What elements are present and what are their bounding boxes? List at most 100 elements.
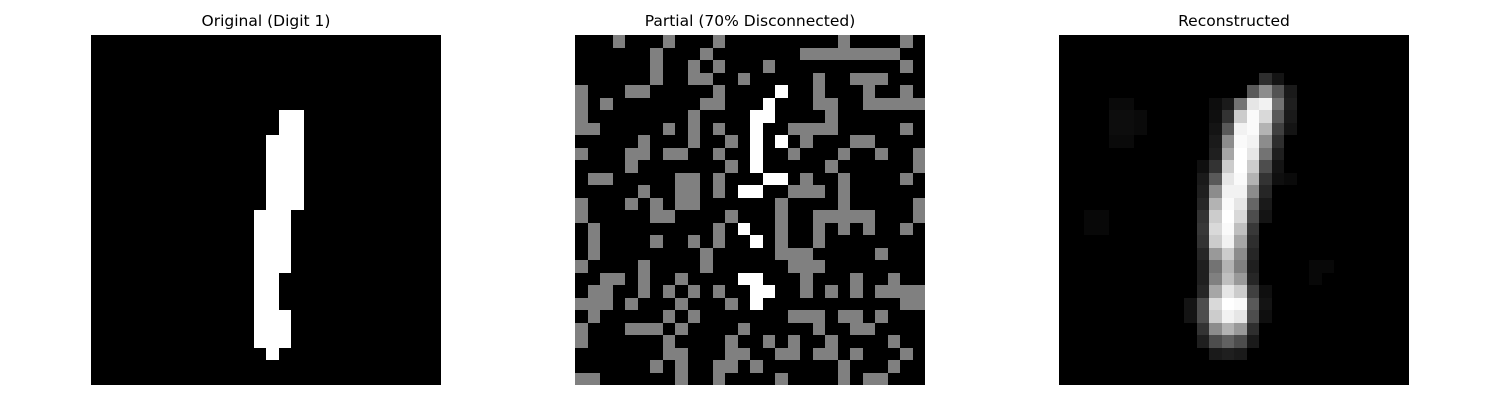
pixel-cell: [1284, 360, 1297, 373]
pixel-cell: [91, 323, 104, 336]
pixel-cell: [600, 185, 613, 198]
pixel-cell: [1147, 160, 1160, 173]
pixel-cell: [166, 160, 179, 173]
pixel-cell: [737, 322, 750, 335]
pixel-cell: [788, 160, 801, 173]
pixel-cell: [838, 248, 851, 261]
pixel-cell: [1072, 335, 1085, 348]
pixel-cell: [1147, 173, 1160, 186]
pixel-cell: [141, 48, 154, 61]
pixel-cell: [141, 198, 154, 211]
pixel-cell: [738, 48, 751, 61]
pixel-cell: [825, 110, 838, 123]
pixel-cell: [191, 223, 204, 236]
pixel-cell: [116, 98, 129, 111]
pixel-cell: [787, 310, 800, 323]
pixel-cell: [663, 60, 676, 73]
pixel-cell: [241, 335, 254, 348]
pixel-cell: [1234, 373, 1247, 386]
pixel-cell: [750, 110, 763, 123]
pixel-cell: [266, 110, 279, 123]
pixel-cell: [266, 260, 279, 273]
pixel-cell: [1259, 248, 1272, 261]
pixel-cell: [1197, 110, 1210, 123]
pixel-cell: [1359, 73, 1372, 86]
pixel-cell: [1372, 73, 1385, 86]
pixel-cell: [1172, 310, 1185, 323]
pixel-cell: [687, 60, 700, 73]
pixel-cell: [1246, 285, 1259, 298]
pixel-cell: [291, 210, 304, 223]
pixel-cell: [1184, 235, 1197, 248]
pixel-cell: [229, 323, 242, 336]
pixel-cell: [788, 298, 801, 311]
pixel-cell: [1297, 123, 1310, 136]
pixel-cell: [416, 35, 429, 48]
pixel-cell: [825, 223, 838, 236]
pixel-cell: [1097, 98, 1110, 111]
pixel-cell: [279, 73, 292, 86]
pixel-cell: [1059, 35, 1072, 48]
pixel-cell: [341, 173, 354, 186]
pixel-cell: [738, 248, 751, 261]
pixel-cell: [1384, 35, 1397, 48]
pixel-cell: [1246, 335, 1259, 348]
pixel-cell: [1221, 160, 1234, 173]
pixel-cell: [1372, 185, 1385, 198]
pixel-cell: [887, 272, 900, 285]
pixel-cell: [638, 173, 651, 186]
pixel-cell: [1196, 247, 1209, 260]
pixel-cell: [1272, 310, 1285, 323]
pixel-cell: [391, 148, 404, 161]
pixel-cell: [1159, 360, 1172, 373]
pixel-cell: [850, 235, 863, 248]
pixel-cell: [738, 173, 751, 186]
pixel-cell: [1147, 298, 1160, 311]
pixel-cell: [316, 298, 329, 311]
pixel-cell: [875, 348, 888, 361]
pixel-cell: [141, 223, 154, 236]
pixel-cell: [650, 185, 663, 198]
pixel-cell: [650, 35, 663, 48]
pixel-cell: [625, 98, 638, 111]
pixel-cell: [91, 35, 104, 48]
pixel-cell: [1259, 72, 1272, 85]
pixel-cell: [1122, 198, 1135, 211]
pixel-cell: [391, 123, 404, 136]
pixel-cell: [700, 160, 713, 173]
pixel-cell: [763, 323, 776, 336]
pixel-cell: [129, 160, 142, 173]
pixel-cell: [688, 210, 701, 223]
pixel-cell: [179, 148, 192, 161]
pixel-cell: [738, 260, 751, 273]
pixel-cell: [1397, 135, 1410, 148]
pixel-cell: [700, 35, 713, 48]
pixel-cell: [700, 360, 713, 373]
pixel-cell: [116, 173, 129, 186]
pixel-cell: [775, 197, 788, 210]
pixel-cell: [800, 160, 813, 173]
pixel-cell: [1322, 173, 1335, 186]
pixel-cell: [329, 123, 342, 136]
pixel-cell: [788, 198, 801, 211]
pixel-cell: [1247, 60, 1260, 73]
pixel-cell: [1134, 173, 1147, 186]
pixel-cell: [91, 360, 104, 373]
pixel-cell: [825, 373, 838, 386]
pixel-cell: [1109, 210, 1122, 223]
pixel-cell: [341, 348, 354, 361]
pixel-cell: [278, 110, 291, 123]
pixel-cell: [1209, 297, 1222, 310]
pixel-cell: [91, 85, 104, 98]
pixel-cell: [637, 272, 650, 285]
pixel-cell: [1109, 298, 1122, 311]
pixel-cell: [379, 110, 392, 123]
pixel-cell: [129, 348, 142, 361]
pixel-cell: [141, 335, 154, 348]
pixel-cell: [379, 223, 392, 236]
pixel-cell: [1134, 48, 1147, 61]
pixel-cell: [191, 198, 204, 211]
pixel-cell: [1347, 210, 1360, 223]
pixel-cell: [166, 273, 179, 286]
pixel-cell: [416, 298, 429, 311]
